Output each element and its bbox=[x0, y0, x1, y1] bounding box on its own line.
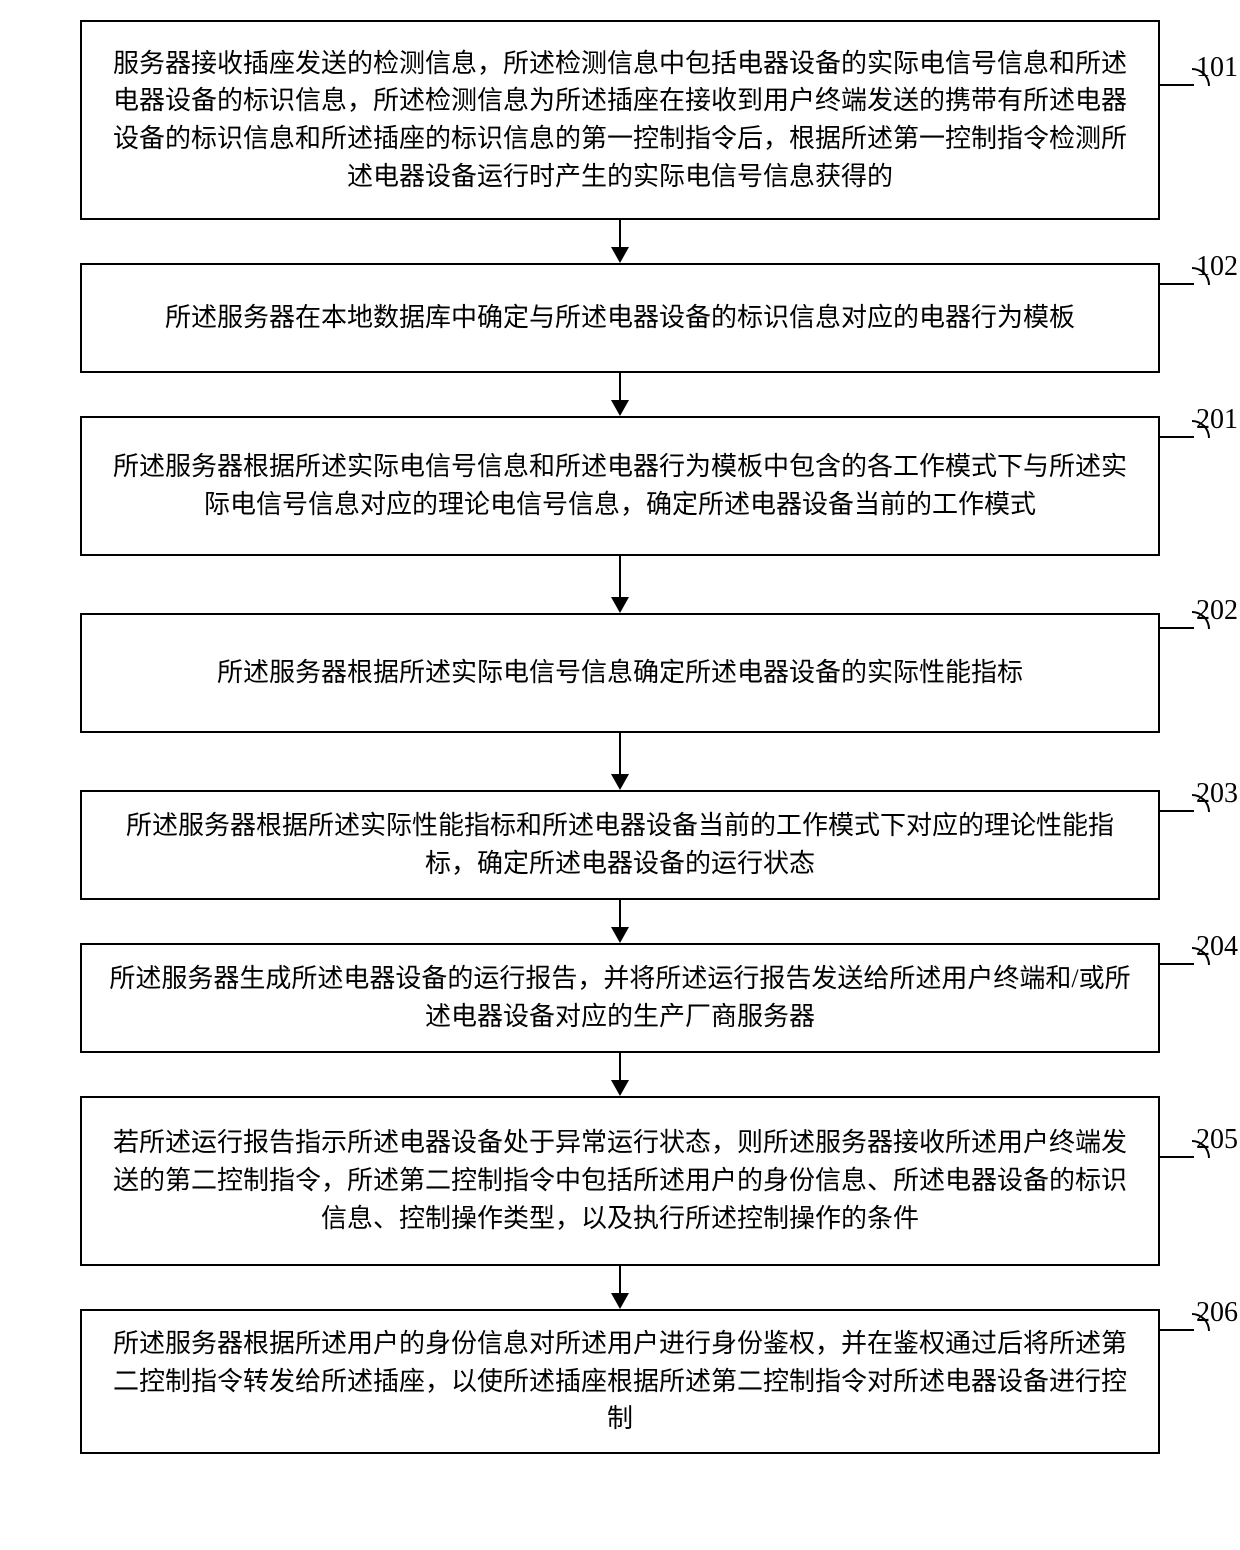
step-label: 203 bbox=[1196, 780, 1238, 808]
step-label-lead-line bbox=[1160, 283, 1194, 285]
arrow-line bbox=[619, 900, 621, 928]
flowchart-root: 服务器接收插座发送的检测信息，所述检测信息中包括电器设备的实际电信号信息和所述电… bbox=[30, 20, 1210, 1454]
flow-step-box: 所述服务器根据所述用户的身份信息对所述用户进行身份鉴权，并在鉴权通过后将所述第二… bbox=[80, 1309, 1160, 1454]
step-label-lead-line bbox=[1160, 1156, 1194, 1158]
flow-step-box: 若所述运行报告指示所述电器设备处于异常运行状态，则所述服务器接收所述用户终端发送… bbox=[80, 1096, 1160, 1266]
step-label: 205 bbox=[1196, 1126, 1238, 1154]
flow-arrow bbox=[611, 1053, 629, 1096]
flow-step-box: 所述服务器根据所述实际电信号信息确定所述电器设备的实际性能指标 bbox=[80, 613, 1160, 733]
step-label: 206 bbox=[1196, 1299, 1238, 1327]
flow-arrow bbox=[611, 900, 629, 943]
arrow-line bbox=[619, 1266, 621, 1294]
arrow-line bbox=[619, 556, 621, 598]
step-label: 101 bbox=[1196, 54, 1238, 82]
step-label: 204 bbox=[1196, 933, 1238, 961]
flow-arrow bbox=[611, 733, 629, 790]
arrow-line bbox=[619, 1053, 621, 1081]
arrow-line bbox=[619, 220, 621, 248]
arrow-head-icon bbox=[611, 247, 629, 263]
arrow-head-icon bbox=[611, 597, 629, 613]
flow-step-box: 所述服务器在本地数据库中确定与所述电器设备的标识信息对应的电器行为模板 bbox=[80, 263, 1160, 373]
arrow-head-icon bbox=[611, 1080, 629, 1096]
step-label: 201 bbox=[1196, 406, 1238, 434]
flow-step-205: 若所述运行报告指示所述电器设备处于异常运行状态，则所述服务器接收所述用户终端发送… bbox=[30, 1096, 1210, 1266]
arrow-head-icon bbox=[611, 400, 629, 416]
arrow-head-icon bbox=[611, 1293, 629, 1309]
arrow-line bbox=[619, 373, 621, 401]
step-label-lead-line bbox=[1160, 84, 1194, 86]
step-label-lead-line bbox=[1160, 963, 1194, 965]
step-label-lead-line bbox=[1160, 1329, 1194, 1331]
flow-step-206: 所述服务器根据所述用户的身份信息对所述用户进行身份鉴权，并在鉴权通过后将所述第二… bbox=[30, 1309, 1210, 1454]
flow-arrow bbox=[611, 556, 629, 613]
step-label: 102 bbox=[1196, 253, 1238, 281]
step-label-lead-line bbox=[1160, 436, 1194, 438]
flow-step-102: 所述服务器在本地数据库中确定与所述电器设备的标识信息对应的电器行为模板102 bbox=[30, 263, 1210, 373]
flow-step-203: 所述服务器根据所述实际性能指标和所述电器设备当前的工作模式下对应的理论性能指标，… bbox=[30, 790, 1210, 900]
flow-arrow bbox=[611, 373, 629, 416]
flow-step-box: 服务器接收插座发送的检测信息，所述检测信息中包括电器设备的实际电信号信息和所述电… bbox=[80, 20, 1160, 220]
arrow-head-icon bbox=[611, 927, 629, 943]
flow-step-204: 所述服务器生成所述电器设备的运行报告，并将所述运行报告发送给所述用户终端和/或所… bbox=[30, 943, 1210, 1053]
flow-arrow bbox=[611, 1266, 629, 1309]
arrow-line bbox=[619, 733, 621, 775]
flow-step-box: 所述服务器生成所述电器设备的运行报告，并将所述运行报告发送给所述用户终端和/或所… bbox=[80, 943, 1160, 1053]
flow-step-201: 所述服务器根据所述实际电信号信息和所述电器行为模板中包含的各工作模式下与所述实际… bbox=[30, 416, 1210, 556]
flow-step-202: 所述服务器根据所述实际电信号信息确定所述电器设备的实际性能指标202 bbox=[30, 613, 1210, 733]
flow-step-box: 所述服务器根据所述实际性能指标和所述电器设备当前的工作模式下对应的理论性能指标，… bbox=[80, 790, 1160, 900]
flow-step-101: 服务器接收插座发送的检测信息，所述检测信息中包括电器设备的实际电信号信息和所述电… bbox=[30, 20, 1210, 220]
step-label: 202 bbox=[1196, 597, 1238, 625]
step-label-lead-line bbox=[1160, 810, 1194, 812]
flow-step-box: 所述服务器根据所述实际电信号信息和所述电器行为模板中包含的各工作模式下与所述实际… bbox=[80, 416, 1160, 556]
flow-arrow bbox=[611, 220, 629, 263]
arrow-head-icon bbox=[611, 774, 629, 790]
step-label-lead-line bbox=[1160, 627, 1194, 629]
